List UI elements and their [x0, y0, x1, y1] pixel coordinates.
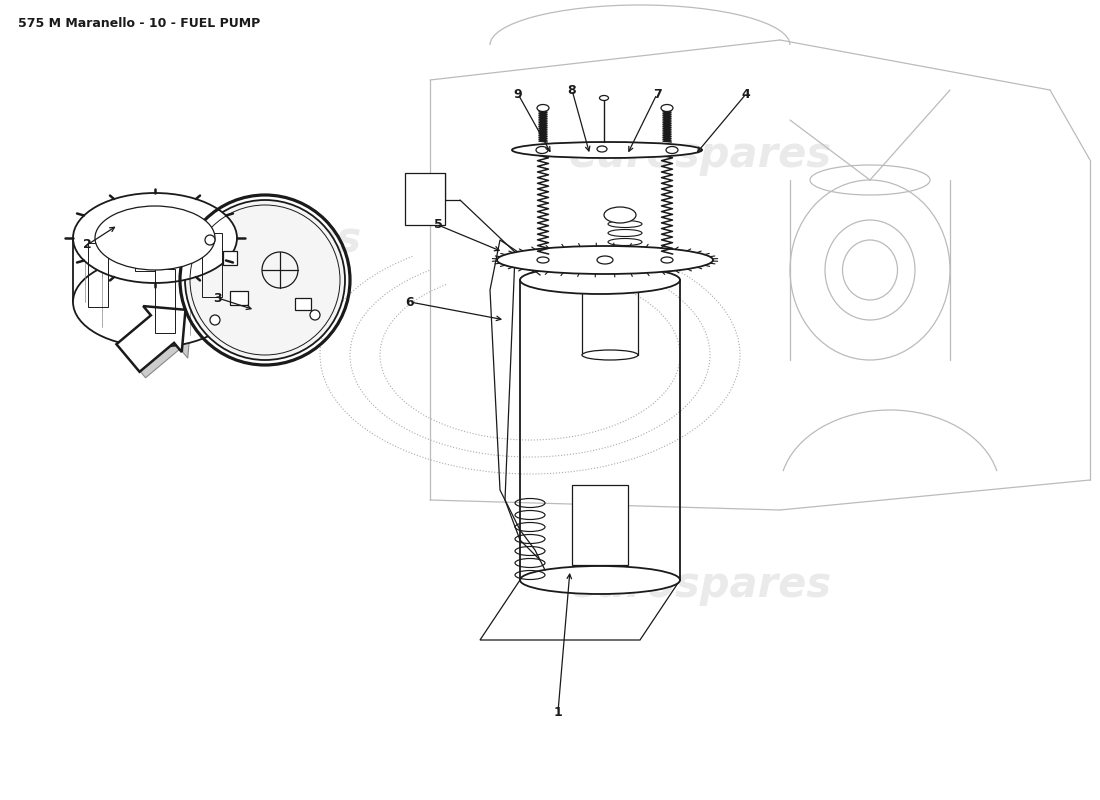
Bar [295, 298, 311, 310]
Ellipse shape [597, 256, 613, 264]
Bar [88, 243, 109, 307]
Text: 575 M Maranello - 10 - FUEL PUMP: 575 M Maranello - 10 - FUEL PUMP [18, 17, 261, 30]
Ellipse shape [600, 95, 608, 101]
Circle shape [210, 315, 220, 325]
Text: eurospares: eurospares [569, 134, 832, 176]
Ellipse shape [582, 350, 638, 360]
Text: 3: 3 [213, 291, 222, 305]
Bar [230, 291, 248, 305]
Ellipse shape [536, 146, 548, 154]
Ellipse shape [597, 146, 607, 152]
Polygon shape [122, 312, 191, 378]
Bar [405, 173, 446, 225]
Ellipse shape [520, 266, 680, 294]
Ellipse shape [661, 257, 673, 263]
Ellipse shape [73, 193, 236, 283]
Ellipse shape [512, 142, 702, 158]
Text: 8: 8 [568, 83, 576, 97]
Ellipse shape [661, 105, 673, 111]
Bar [155, 269, 175, 333]
Text: 5: 5 [433, 218, 442, 231]
Ellipse shape [73, 257, 236, 347]
Ellipse shape [604, 207, 636, 223]
Text: 9: 9 [514, 87, 522, 101]
Ellipse shape [666, 146, 678, 154]
Ellipse shape [537, 105, 549, 111]
Text: 1: 1 [553, 706, 562, 718]
Text: 2: 2 [82, 238, 91, 251]
Text: eurospares: eurospares [98, 219, 362, 261]
Ellipse shape [537, 257, 549, 263]
Ellipse shape [497, 246, 713, 274]
Ellipse shape [582, 263, 638, 273]
Polygon shape [117, 306, 186, 372]
Text: 4: 4 [741, 87, 750, 101]
Bar [223, 251, 236, 265]
Text: 7: 7 [652, 87, 661, 101]
Text: 6: 6 [406, 295, 415, 309]
Bar [201, 233, 221, 297]
Circle shape [185, 200, 345, 360]
Circle shape [310, 310, 320, 320]
Circle shape [205, 235, 214, 245]
Ellipse shape [520, 566, 680, 594]
Text: eurospares: eurospares [569, 564, 832, 606]
Bar [572, 485, 628, 565]
Ellipse shape [95, 206, 214, 270]
Bar [135, 207, 155, 271]
